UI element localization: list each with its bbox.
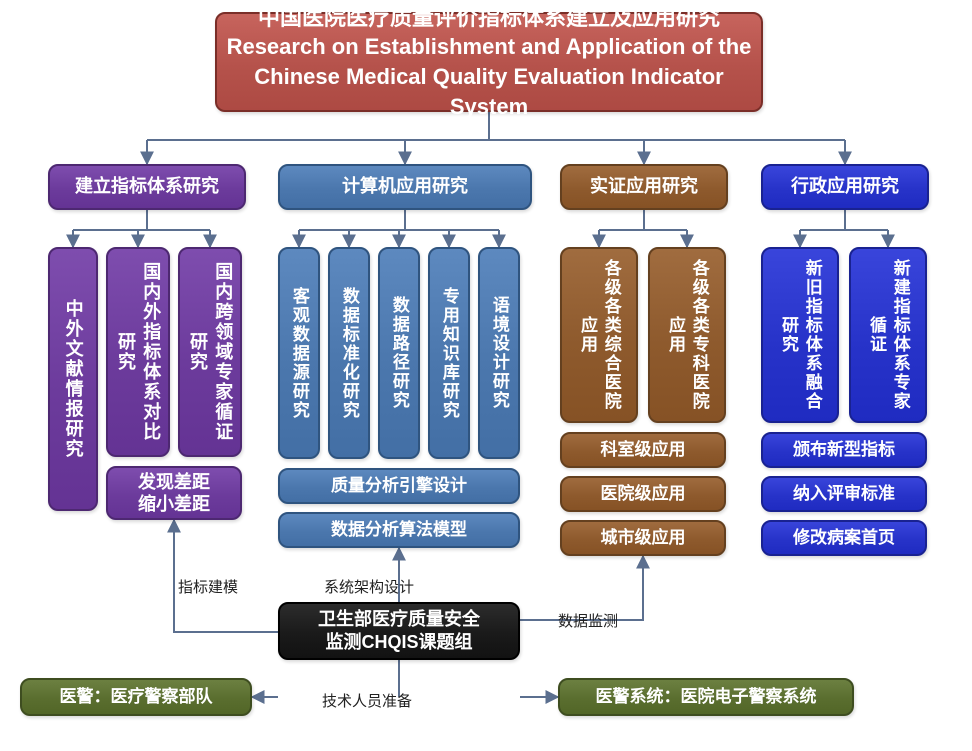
cat-header-purple: 建立指标体系研究	[48, 164, 246, 210]
bar-label: 纳入评审标准	[793, 482, 895, 506]
col-label: 国内跨领域专家循证研究	[185, 253, 235, 451]
edge-label-0: 指标建模	[178, 576, 238, 597]
green_right-label: 医警系统：医院电子警察系统	[596, 685, 817, 709]
green_left-label: 医警：医疗警察部队	[60, 685, 213, 709]
cat-col-purple-1: 国内外指标体系对比研究	[106, 247, 170, 457]
cat-col-blue-1: 新建指标体系专家循证	[849, 247, 927, 423]
col-label: 新旧指标体系融合研究	[776, 253, 824, 417]
col-label: 中外文献情报研究	[60, 299, 85, 459]
cat-bar-steelblue-1: 数据分析算法模型	[278, 512, 520, 548]
bar-label: 医院级应用	[601, 482, 686, 506]
green_left: 医警：医疗警察部队	[20, 678, 252, 716]
col-label: 新建指标体系专家循证	[864, 253, 912, 417]
cat-col-steelblue-4: 语境设计研究	[478, 247, 520, 459]
edge-label-text: 系统架构设计	[324, 579, 414, 596]
col-label: 语境设计研究	[487, 296, 511, 410]
cat-bar-blue-2: 修改病案首页	[761, 520, 927, 556]
cat-col-blue-0: 新旧指标体系融合研究	[761, 247, 839, 423]
edge-label-3: 技术人员准备	[322, 690, 412, 711]
cat-col-purple-2: 国内跨领域专家循证研究	[178, 247, 242, 457]
cat-bar-blue-0: 颁布新型指标	[761, 432, 927, 468]
cat-col-steelblue-2: 数据路径研究	[378, 247, 420, 459]
bar-label: 数据分析算法模型	[331, 518, 467, 542]
cat-bar-brown-2: 城市级应用	[560, 520, 726, 556]
diagram-canvas: 中国医院医疗质量评价指标体系建立及应用研究Research on Establi…	[0, 0, 972, 751]
col-label: 各级各类专科医院应用	[663, 253, 711, 417]
green_right: 医警系统：医院电子警察系统	[558, 678, 854, 716]
edge-label-2: 数据监测	[558, 610, 618, 631]
cat-header-label: 行政应用研究	[791, 174, 899, 199]
title-line2: Research on Establishment and Applicatio…	[227, 32, 752, 62]
title-line1: 中国医院医疗质量评价指标体系建立及应用研究	[258, 3, 720, 33]
edge-label-text: 指标建模	[178, 579, 238, 596]
col-label: 客观数据源研究	[287, 287, 311, 420]
black-box: 卫生部医疗质量安全监测CHQIS课题组	[278, 602, 520, 660]
col-label: 数据路径研究	[387, 296, 411, 410]
cat-header-label: 实证应用研究	[590, 174, 698, 199]
edge-label-text: 数据监测	[558, 613, 618, 630]
cat-header-label: 建立指标体系研究	[75, 174, 219, 199]
cat-col-steelblue-1: 数据标准化研究	[328, 247, 370, 459]
cat-col-brown-0: 各级各类综合医院应用	[560, 247, 638, 423]
bar-label: 质量分析引擎设计	[331, 474, 467, 498]
col-label: 国内外指标体系对比研究	[113, 253, 163, 451]
cat-col-steelblue-0: 客观数据源研究	[278, 247, 320, 459]
cat-bar-brown-0: 科室级应用	[560, 432, 726, 468]
col-label: 专用知识库研究	[437, 287, 461, 420]
black-line1: 卫生部医疗质量安全	[318, 608, 480, 631]
cat-col-steelblue-3: 专用知识库研究	[428, 247, 470, 459]
cat-col-purple-0: 中外文献情报研究	[48, 247, 98, 511]
bar-label: 修改病案首页	[793, 526, 895, 550]
bottom-line1: 发现差距	[138, 471, 210, 494]
title-box: 中国医院医疗质量评价指标体系建立及应用研究Research on Establi…	[215, 12, 763, 112]
cat-bar-steelblue-0: 质量分析引擎设计	[278, 468, 520, 504]
col-label: 数据标准化研究	[337, 287, 361, 420]
cat-bottom-purple: 发现差距缩小差距	[106, 466, 242, 520]
bottom-line2: 缩小差距	[138, 493, 210, 516]
cat-header-brown: 实证应用研究	[560, 164, 728, 210]
col-label: 各级各类综合医院应用	[575, 253, 623, 417]
cat-col-brown-1: 各级各类专科医院应用	[648, 247, 726, 423]
bar-label: 科室级应用	[601, 438, 686, 462]
cat-header-steelblue: 计算机应用研究	[278, 164, 532, 210]
edge-label-1: 系统架构设计	[324, 576, 414, 597]
cat-header-label: 计算机应用研究	[342, 174, 468, 199]
title-line3: Chinese Medical Quality Evaluation Indic…	[223, 62, 755, 121]
cat-bar-blue-1: 纳入评审标准	[761, 476, 927, 512]
edge-label-text: 技术人员准备	[322, 693, 412, 710]
bar-label: 城市级应用	[601, 526, 686, 550]
cat-bar-brown-1: 医院级应用	[560, 476, 726, 512]
black-line2: 监测CHQIS课题组	[325, 631, 472, 654]
bar-label: 颁布新型指标	[793, 438, 895, 462]
cat-header-blue: 行政应用研究	[761, 164, 929, 210]
